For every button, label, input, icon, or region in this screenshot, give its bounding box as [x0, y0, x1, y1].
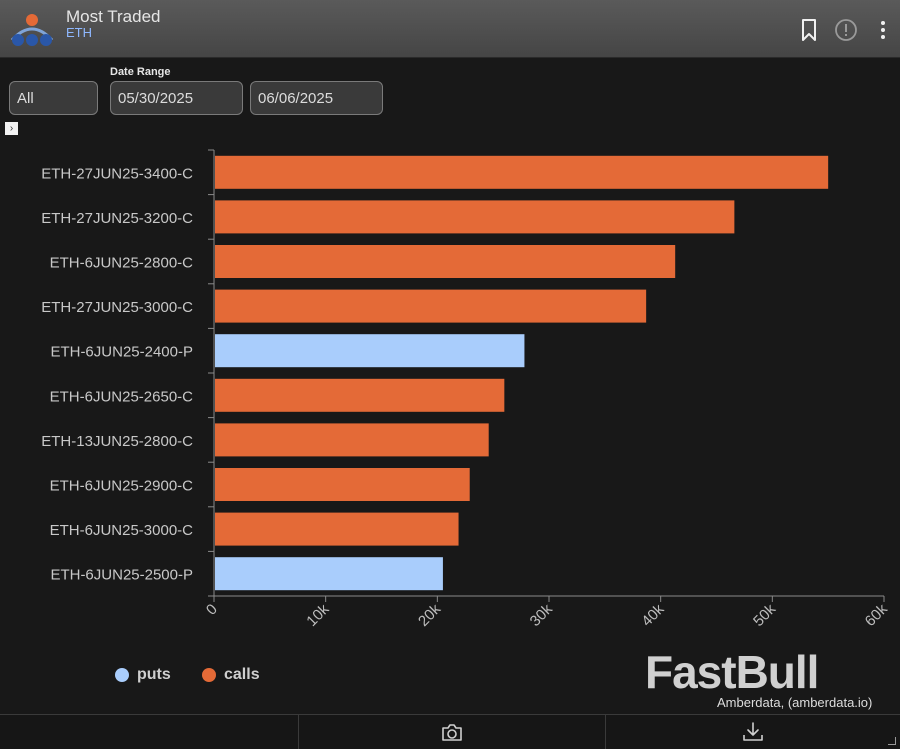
y-tick-label: ETH-6JUN25-2650-C: [50, 388, 194, 405]
data-credit: Amberdata, (amberdata.io): [717, 695, 873, 710]
legend-item-puts[interactable]: puts: [115, 666, 171, 684]
y-tick-label: ETH-6JUN25-3000-C: [50, 522, 194, 539]
bar: [215, 200, 735, 234]
more-vertical-icon[interactable]: [871, 17, 895, 43]
x-tick-label: 10k: [303, 600, 332, 629]
resize-handle-icon[interactable]: [888, 737, 896, 745]
chevron-right-icon[interactable]: ›: [5, 122, 18, 135]
start-date-input[interactable]: 05/30/2025: [110, 81, 243, 115]
camera-icon[interactable]: [440, 721, 464, 743]
legend-calls-label: calls: [224, 666, 260, 683]
amberdata-logo-icon: [10, 14, 54, 46]
footer-divider: [298, 715, 299, 749]
bar: [215, 289, 647, 323]
y-tick-label: ETH-27JUN25-3200-C: [41, 210, 193, 227]
watermark: FastBull: [645, 646, 819, 698]
end-date-input[interactable]: 06/06/2025: [250, 81, 383, 115]
legend-puts-label: puts: [137, 666, 171, 683]
bar: [215, 245, 676, 278]
widget-title: Most Traded: [66, 7, 161, 26]
legend-calls-marker: [202, 668, 216, 682]
most-traded-bar-chart: ETH-27JUN25-3400-C ETH-27JUN25-3200-C ETH-…: [41, 149, 891, 630]
type-select[interactable]: All: [9, 81, 98, 115]
y-tick-label: ETH-27JUN25-3400-C: [41, 165, 193, 182]
date-range-label: Date Range: [110, 66, 171, 78]
bar: [215, 512, 459, 546]
y-tick-label: ETH-6JUN25-2500-P: [50, 567, 193, 584]
x-tick-label: 60k: [862, 600, 891, 629]
widget-footer: [0, 714, 900, 749]
bookmark-icon[interactable]: [797, 17, 821, 43]
bar: [215, 334, 525, 368]
x-tick-label: 50k: [750, 600, 779, 629]
y-tick-label: ETH-6JUN25-2400-P: [50, 344, 193, 361]
bar: [215, 423, 489, 457]
widget-header: Most Traded ETH: [0, 0, 900, 58]
download-icon[interactable]: [741, 721, 765, 743]
alert-icon[interactable]: [834, 17, 858, 43]
x-tick-label: 40k: [638, 600, 667, 629]
y-tick-label: ETH-13JUN25-2800-C: [41, 433, 193, 450]
bar: [215, 155, 829, 189]
x-tick-label: 20k: [415, 600, 444, 629]
bar: [215, 468, 470, 501]
legend-item-calls[interactable]: calls: [202, 666, 260, 684]
y-tick-label: ETH-27JUN25-3000-C: [41, 299, 193, 316]
y-tick-label: ETH-6JUN25-2900-C: [50, 478, 194, 495]
x-tick-label: 30k: [527, 600, 556, 629]
x-tick-label: 0: [203, 601, 221, 619]
y-tick-label: ETH-6JUN25-2800-C: [50, 255, 194, 272]
footer-divider: [605, 715, 606, 749]
bar: [215, 378, 505, 412]
bar: [215, 557, 443, 591]
legend-puts-marker: [115, 668, 129, 682]
widget-subtitle: ETH: [66, 25, 92, 40]
